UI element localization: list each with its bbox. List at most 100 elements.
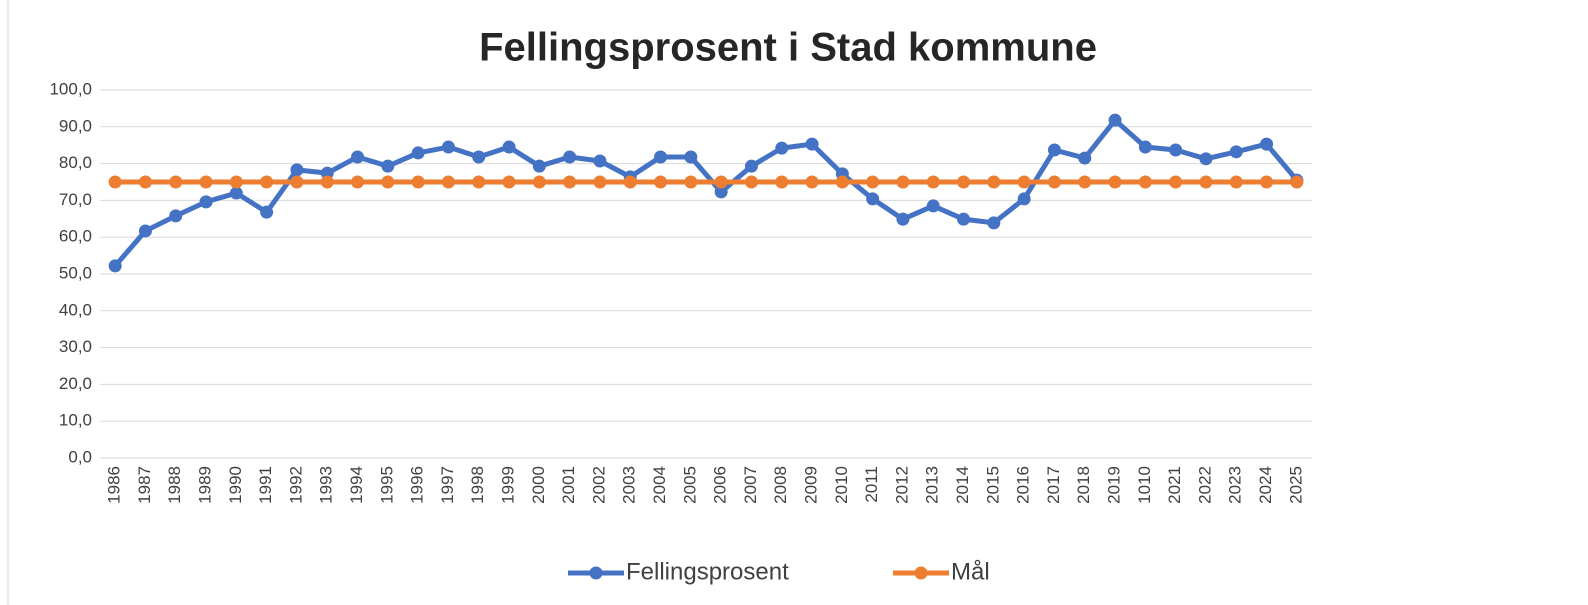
marker — [866, 192, 880, 206]
marker — [472, 175, 486, 189]
x-tick-label: 2022 — [1195, 466, 1214, 504]
marker — [805, 137, 819, 151]
marker — [1078, 151, 1092, 165]
marker — [654, 150, 668, 164]
chart-title: Fellingsprosent i Stad kommune — [479, 26, 1097, 70]
y-tick-label: 90,0 — [59, 116, 92, 135]
marker — [169, 175, 183, 189]
x-tick-label: 2005 — [680, 466, 699, 504]
legend-marker — [914, 566, 928, 580]
marker — [775, 141, 789, 155]
marker — [532, 159, 546, 173]
y-tick-label: 60,0 — [59, 227, 92, 246]
marker — [957, 175, 971, 189]
x-tick-label: 2008 — [771, 466, 790, 504]
marker — [1108, 175, 1122, 189]
x-tick-label: 2017 — [1044, 466, 1063, 504]
marker — [593, 175, 607, 189]
x-tick-label: 1995 — [377, 466, 396, 504]
y-tick-label: 10,0 — [59, 411, 92, 430]
marker — [593, 154, 607, 168]
x-tick-label: 1987 — [135, 466, 154, 504]
x-tick-label: 2023 — [1226, 466, 1245, 504]
x-tick-label: 2003 — [620, 466, 639, 504]
y-tick-label: 70,0 — [59, 190, 92, 209]
marker — [381, 175, 395, 189]
x-tick-label: 2024 — [1256, 466, 1275, 504]
y-tick-label: 20,0 — [59, 374, 92, 393]
x-tick-label: 2021 — [1165, 466, 1184, 504]
x-tick-label: 2018 — [1074, 466, 1093, 504]
marker — [108, 175, 122, 189]
marker — [1078, 175, 1092, 189]
x-tick-label: 2012 — [892, 466, 911, 504]
marker — [381, 159, 395, 173]
x-tick-label: 1990 — [226, 466, 245, 504]
marker — [411, 146, 425, 160]
y-tick-label: 40,0 — [59, 300, 92, 319]
x-tick-label: 2007 — [741, 466, 760, 504]
marker — [502, 175, 516, 189]
marker — [926, 175, 940, 189]
x-tick-label: 1999 — [499, 466, 518, 504]
marker — [1199, 175, 1213, 189]
marker — [260, 205, 274, 219]
x-tick-label: 1996 — [408, 466, 427, 504]
marker — [472, 150, 486, 164]
marker — [138, 224, 152, 238]
marker — [563, 150, 577, 164]
x-tick-label: 2013 — [923, 466, 942, 504]
x-tick-label: 2004 — [650, 466, 669, 504]
marker — [714, 185, 728, 199]
marker — [1169, 143, 1183, 157]
marker — [1047, 143, 1061, 157]
marker — [684, 175, 698, 189]
x-tick-label: 2010 — [832, 466, 851, 504]
marker — [351, 175, 365, 189]
marker — [351, 150, 365, 164]
marker — [138, 175, 152, 189]
x-tick-label: 2011 — [862, 466, 881, 503]
marker — [199, 175, 213, 189]
x-tick-label: 2015 — [983, 466, 1002, 504]
marker — [1229, 175, 1243, 189]
marker — [229, 175, 243, 189]
x-tick-label: 1997 — [438, 466, 457, 504]
marker — [199, 195, 213, 209]
marker — [229, 186, 243, 200]
x-tick-label: 1991 — [256, 466, 275, 504]
marker — [744, 159, 758, 173]
marker — [290, 175, 304, 189]
marker — [169, 209, 183, 223]
marker — [1017, 192, 1031, 206]
x-tick-label: 2009 — [802, 466, 821, 504]
marker — [411, 175, 425, 189]
marker — [320, 175, 334, 189]
y-tick-label: 80,0 — [59, 153, 92, 172]
legend-label: Fellingsprosent — [626, 558, 789, 585]
x-tick-label: 2025 — [1286, 466, 1305, 504]
marker — [987, 216, 1001, 230]
marker — [775, 175, 789, 189]
marker — [502, 140, 516, 154]
x-tick-label: 1988 — [165, 466, 184, 504]
marker — [1229, 145, 1243, 159]
marker — [441, 140, 455, 154]
marker — [1017, 175, 1031, 189]
marker — [684, 150, 698, 164]
marker — [1169, 175, 1183, 189]
y-tick-label: 0,0 — [68, 447, 92, 466]
x-tick-label: 1994 — [347, 466, 366, 504]
x-tick-label: 1986 — [105, 466, 124, 504]
y-tick-label: 100,0 — [49, 79, 92, 98]
marker — [1138, 140, 1152, 154]
x-tick-label: 2019 — [1105, 466, 1124, 504]
marker — [441, 175, 455, 189]
marker — [532, 175, 546, 189]
marker — [1108, 113, 1122, 127]
marker — [714, 175, 728, 189]
y-tick-label: 50,0 — [59, 263, 92, 282]
marker — [1260, 175, 1274, 189]
x-tick-label: 1992 — [286, 466, 305, 504]
